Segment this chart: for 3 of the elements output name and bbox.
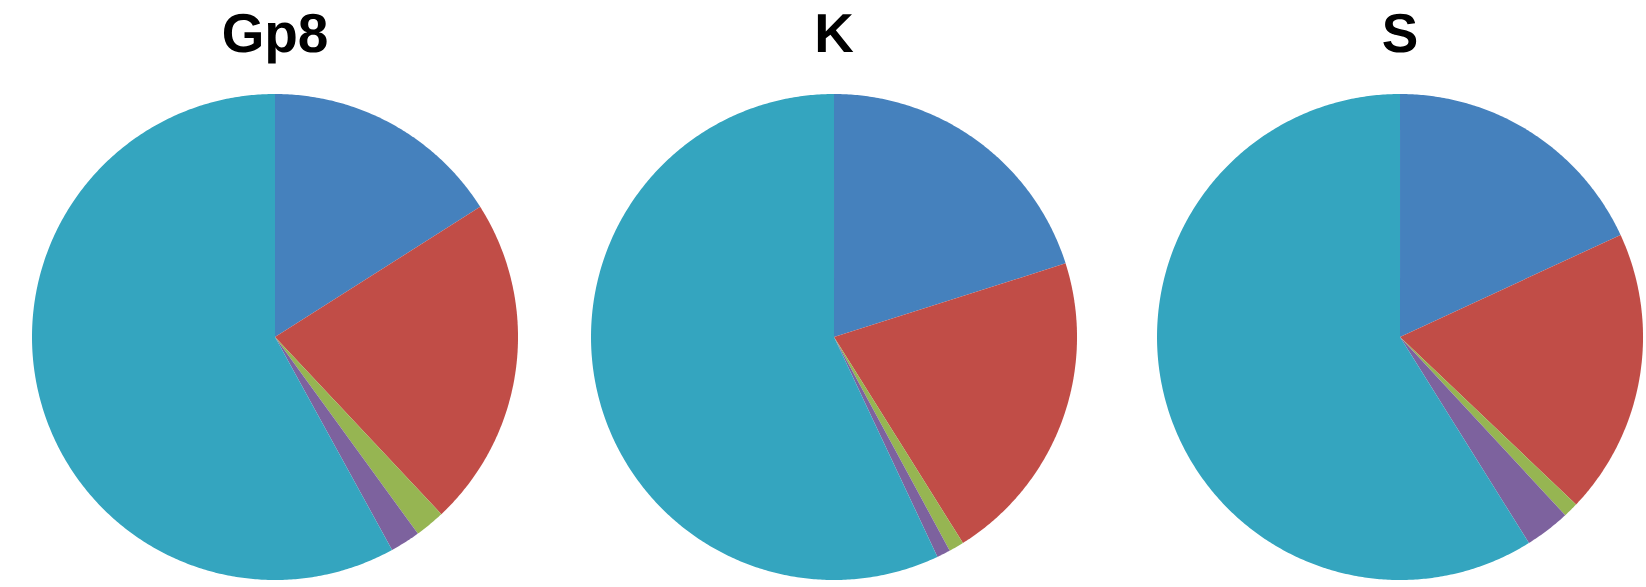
chart-title: S: [1383, 13, 1417, 53]
chart-title: Gp8: [223, 13, 327, 64]
chart-title: K: [817, 14, 854, 53]
